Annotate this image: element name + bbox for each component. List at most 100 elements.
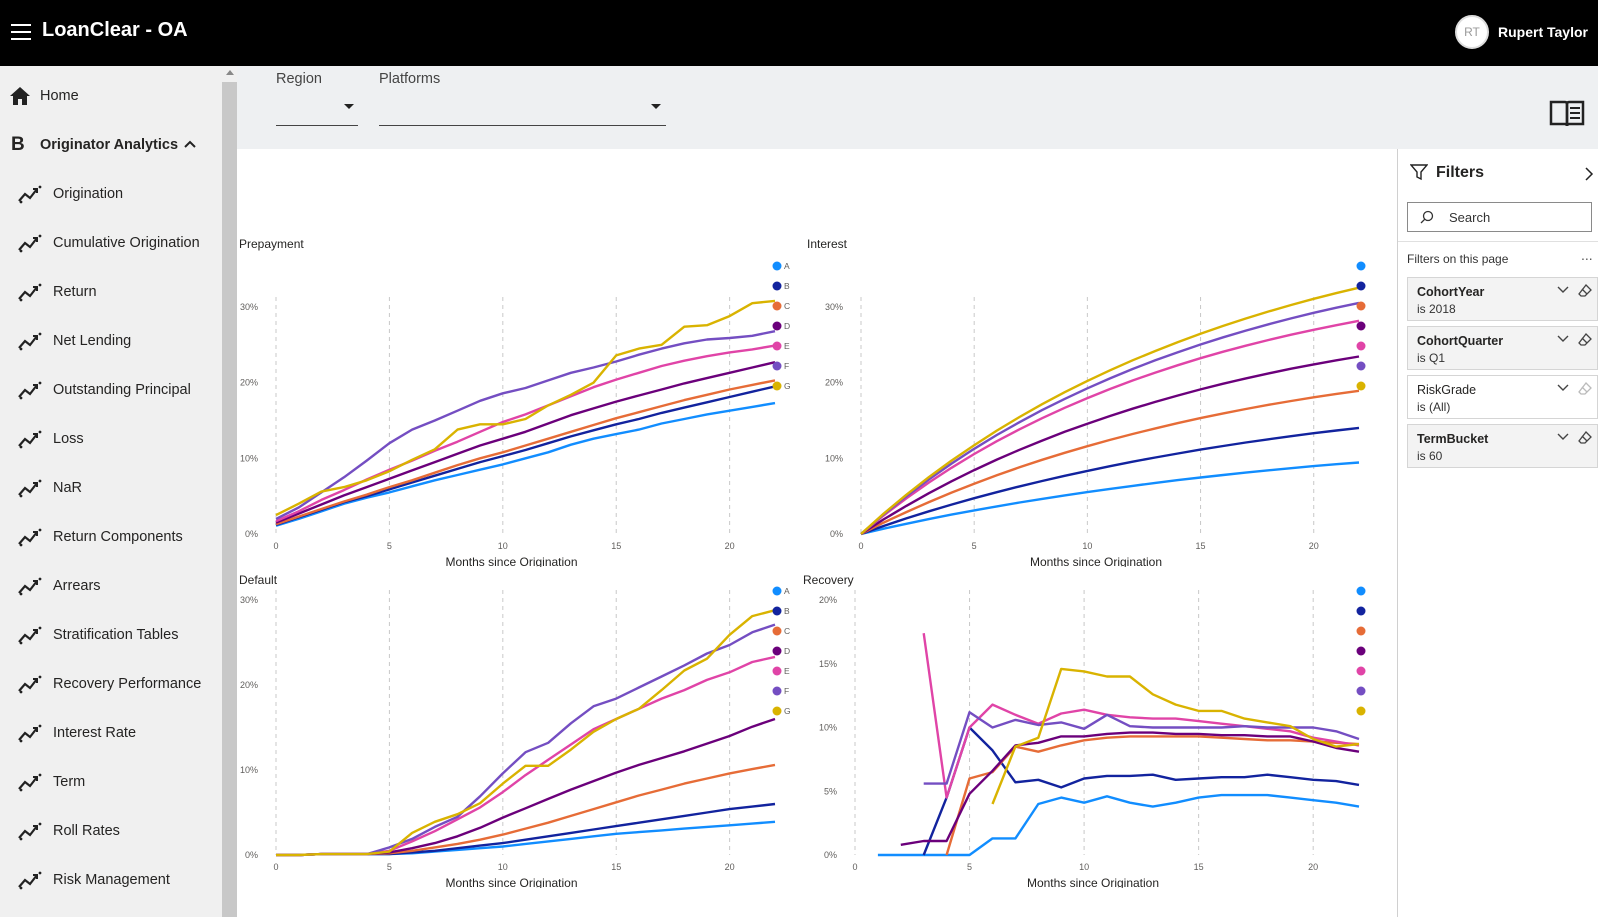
series-line-C[interactable]: [276, 763, 776, 857]
series-line-B[interactable]: [860, 426, 1360, 536]
sidebar-nav-item[interactable]: Interest Rate: [0, 713, 222, 753]
sidebar-item-home[interactable]: Home: [0, 76, 222, 116]
sidebar-nav-item[interactable]: Term: [0, 762, 222, 802]
sidebar-nav-item[interactable]: NaR: [0, 468, 222, 508]
legend-marker[interactable]: [1356, 646, 1366, 656]
chart-recovery[interactable]: Recovery 0 5 10 15 20 0% 5% 10% 15% 20% Months sinc…: [803, 568, 1368, 888]
sidebar-nav-item[interactable]: Net Lending: [0, 321, 222, 361]
legend-marker[interactable]: [1356, 706, 1366, 716]
sidebar-nav-item[interactable]: Outstanding Principal: [0, 370, 222, 410]
legend-marker[interactable]: [772, 361, 782, 371]
series-line-E[interactable]: [275, 344, 776, 523]
clear-filter-eraser-icon[interactable]: [1578, 382, 1592, 396]
legend-marker[interactable]: [1356, 381, 1366, 391]
sidebar-nav-item[interactable]: Return Components: [0, 517, 222, 557]
series-line-E[interactable]: [922, 633, 1360, 799]
legend-marker[interactable]: [1356, 606, 1366, 616]
series-line-B[interactable]: [275, 385, 776, 527]
legend-marker[interactable]: [772, 281, 782, 291]
expand-chevron-icon[interactable]: [1557, 335, 1569, 343]
expand-chevron-icon[interactable]: [1557, 384, 1569, 392]
legend-marker[interactable]: [1356, 341, 1366, 351]
legend-marker[interactable]: [772, 321, 782, 331]
legend-marker[interactable]: [1356, 261, 1366, 271]
sidebar-nav-item[interactable]: Arrears: [0, 566, 222, 606]
chart-default[interactable]: Default 0 5 10 15 20 0% 10% 20% 30% Months since O…: [239, 568, 799, 888]
expand-chevron-icon[interactable]: [1557, 433, 1569, 441]
scroll-up-icon[interactable]: [226, 70, 234, 75]
filter-card[interactable]: RiskGrade is (All): [1407, 375, 1598, 419]
sidebar-nav-item[interactable]: Return: [0, 272, 222, 312]
chart-interest[interactable]: Interest 0 5 10 15 20 0% 10% 20% 30% Months since …: [807, 232, 1367, 567]
legend-marker[interactable]: [772, 626, 782, 636]
clear-filter-eraser-icon[interactable]: [1578, 333, 1592, 347]
avatar[interactable]: RT: [1455, 15, 1489, 49]
series-line-D[interactable]: [900, 731, 1360, 846]
legend-marker[interactable]: [1356, 321, 1366, 331]
region-dropdown-icon[interactable]: [344, 104, 354, 109]
collapse-filters-chevron-icon[interactable]: [1584, 167, 1594, 181]
filter-card[interactable]: TermBucket is 60: [1407, 424, 1598, 468]
series-line-F[interactable]: [860, 301, 1360, 535]
chart-prepayment[interactable]: Prepayment 0 5 10 15 20 0% 10% 20% 30% Months sinc…: [239, 232, 799, 567]
reading-view-book-icon[interactable]: [1549, 98, 1585, 128]
platforms-slicer-dropdown[interactable]: [379, 125, 666, 126]
legend-marker[interactable]: [772, 646, 782, 656]
series-line-D[interactable]: [860, 355, 1360, 536]
legend-marker[interactable]: [1356, 626, 1366, 636]
legend-marker[interactable]: [772, 381, 782, 391]
series-line-C[interactable]: [275, 379, 776, 526]
legend-marker[interactable]: [772, 666, 782, 676]
series-line-E[interactable]: [860, 319, 1360, 535]
legend-marker[interactable]: [1356, 586, 1366, 596]
legend-marker[interactable]: [772, 341, 782, 351]
series-line-B[interactable]: [922, 726, 1360, 856]
sidebar-group-originator-analytics[interactable]: B Originator Analytics: [0, 125, 222, 165]
legend-marker[interactable]: [1356, 666, 1366, 676]
series-line-F[interactable]: [276, 623, 776, 857]
sidebar-nav-item[interactable]: Stratification Tables: [0, 615, 222, 655]
series-line-A[interactable]: [877, 793, 1360, 857]
more-options-icon[interactable]: ...: [1581, 247, 1593, 263]
sidebar-nav-item[interactable]: Cumulative Origination: [0, 223, 222, 263]
expand-chevron-icon[interactable]: [1557, 286, 1569, 294]
user-name[interactable]: Rupert Taylor: [1498, 24, 1588, 40]
series-line-C[interactable]: [860, 389, 1360, 536]
series-line-D[interactable]: [276, 717, 776, 857]
legend-marker[interactable]: [772, 301, 782, 311]
series-line-A[interactable]: [275, 401, 776, 527]
filter-card[interactable]: CohortYear is 2018: [1407, 277, 1598, 321]
series-line-G[interactable]: [991, 667, 1360, 805]
sidebar-nav-item[interactable]: Recovery Performance: [0, 664, 222, 704]
series-line-F[interactable]: [923, 710, 1360, 785]
series-line-D[interactable]: [275, 361, 776, 524]
legend-marker[interactable]: [772, 261, 782, 271]
filter-search-input[interactable]: Search: [1407, 202, 1592, 232]
region-slicer-dropdown[interactable]: [276, 125, 358, 126]
sidebar-scrollbar[interactable]: [222, 66, 237, 917]
series-line-G[interactable]: [275, 299, 776, 517]
series-line-G[interactable]: [860, 286, 1360, 535]
legend-marker[interactable]: [772, 706, 782, 716]
sidebar-nav-item[interactable]: Loss: [0, 419, 222, 459]
legend-marker[interactable]: [772, 686, 782, 696]
chevron-up-icon[interactable]: [184, 139, 196, 149]
legend-marker[interactable]: [772, 606, 782, 616]
sidebar-nav-item[interactable]: Risk Management: [0, 860, 222, 900]
filter-card[interactable]: CohortQuarter is Q1: [1407, 326, 1598, 370]
series-line-A[interactable]: [860, 461, 1360, 536]
platforms-dropdown-icon[interactable]: [651, 104, 661, 109]
series-line-F[interactable]: [275, 330, 776, 520]
legend-marker[interactable]: [772, 586, 782, 596]
series-line-E[interactable]: [276, 655, 776, 857]
clear-filter-eraser-icon[interactable]: [1578, 431, 1592, 445]
series-line-G[interactable]: [276, 609, 776, 857]
clear-filter-eraser-icon[interactable]: [1578, 284, 1592, 298]
legend-marker[interactable]: [1356, 301, 1366, 311]
scrollbar-thumb[interactable]: [222, 82, 237, 917]
legend-marker[interactable]: [1356, 281, 1366, 291]
hamburger-menu-icon[interactable]: [11, 24, 31, 40]
series-line-A[interactable]: [276, 820, 776, 857]
legend-marker[interactable]: [1356, 686, 1366, 696]
legend-marker[interactable]: [1356, 361, 1366, 371]
